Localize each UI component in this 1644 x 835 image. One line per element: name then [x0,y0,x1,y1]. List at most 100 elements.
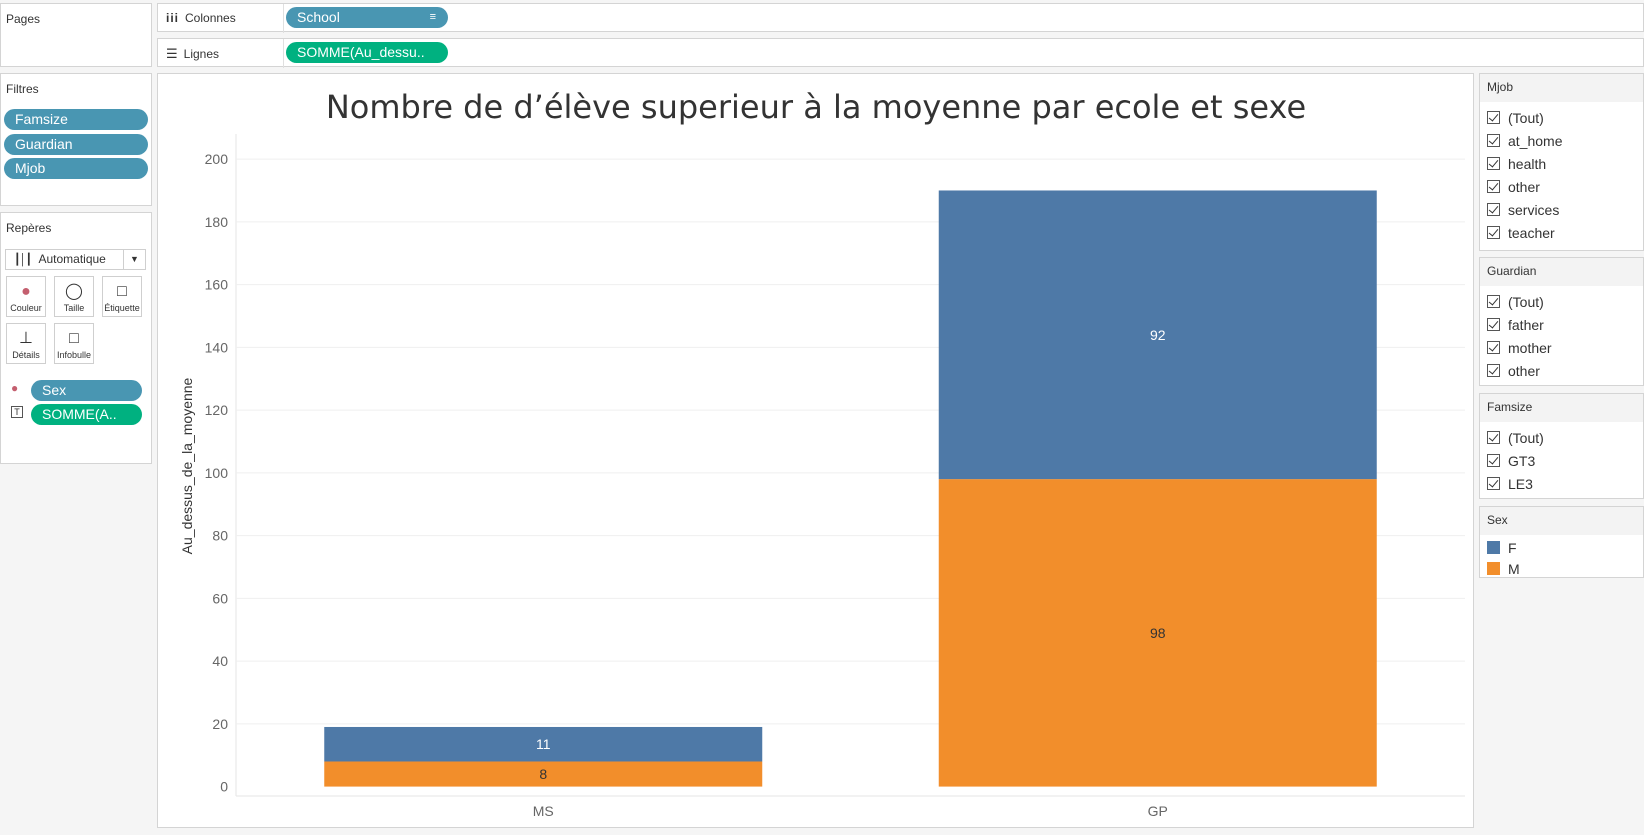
famsize-option-0[interactable]: (Tout) [1480,426,1643,449]
filters-panel[interactable]: Filtres Famsize Guardian Mjob [0,73,152,206]
guardian-option-0[interactable]: (Tout) [1480,290,1643,313]
detail-tree-icon: ⊥ [19,330,33,347]
y-tick-label: 80 [212,528,228,544]
data-label: 11 [536,736,551,752]
mjob-option-label: (Tout) [1508,109,1544,126]
mjob-option-label: services [1508,201,1560,218]
famsize-option-2[interactable]: LE3 [1480,472,1643,495]
mjob-option-label: health [1508,155,1547,172]
filters-title: Filtres [6,82,39,96]
legend-label: M [1508,560,1520,577]
color-dots-icon: ●︎ [21,283,31,300]
mjob-option-2[interactable]: health [1480,152,1643,175]
data-label: 92 [1150,327,1166,343]
label-button[interactable]: □ Étiquette [102,276,142,317]
mjob-option-label: teacher [1508,224,1555,241]
filter-pill-mjob[interactable]: Mjob [4,158,148,179]
mjob-option-4[interactable]: services [1480,198,1643,221]
tooltip-button-label: Infobulle [56,350,92,360]
chevron-down-icon: ▼ [123,250,145,269]
checkbox-checked-icon[interactable] [1487,157,1500,170]
legend-item-m[interactable]: M [1480,558,1643,579]
measure-row-pill[interactable]: SOMME(Au_dessu.. [286,42,448,63]
mjob-filter-card[interactable]: Mjob (Tout) at_home health other services tea… [1479,73,1644,251]
famsize-option-1[interactable]: GT3 [1480,449,1643,472]
chart-title: Nombre de d’élève superieur à la moyenne… [326,88,1306,126]
guardian-option-2[interactable]: mother [1480,336,1643,359]
mark-type-dropdown[interactable]: ┃│┃ Automatique ▼ [5,249,146,270]
y-axis-label: Au_dessus_de_la_moyenne [179,377,195,554]
y-tick-label: 160 [205,277,229,293]
checkbox-checked-icon[interactable] [1487,111,1500,124]
famsize-filter-card[interactable]: Famsize (Tout) GT3 LE3 [1479,393,1644,499]
measure-label-pill[interactable]: SOMME(A.. [31,404,142,425]
mjob-option-5[interactable]: teacher [1480,221,1643,244]
checkbox-checked-icon[interactable] [1487,134,1500,147]
tooltip-button[interactable]: □ Infobulle [54,323,94,364]
data-label: 98 [1150,625,1166,641]
school-pill-label: School [297,9,340,25]
stacked-bar-chart: Nombre de d’élève superieur à la moyenne… [179,88,1465,819]
color-button[interactable]: ●︎ Couleur [6,276,46,317]
guardian-option-label: father [1508,316,1544,333]
size-button-label: Taille [63,303,85,313]
bar-ms-m[interactable] [324,761,763,787]
columns-shelf[interactable]: iii Colonnes School ≡ [157,3,1644,33]
famsize-option-label: GT3 [1508,452,1536,469]
mjob-option-0[interactable]: (Tout) [1480,106,1643,129]
guardian-option-label: other [1508,362,1540,379]
color-button-label: Couleur [10,303,42,313]
checkbox-checked-icon[interactable] [1487,203,1500,216]
tooltip-bubble-icon: □ [69,330,79,347]
pages-shelf[interactable]: Pages [0,3,152,67]
bar-gp-m[interactable] [938,479,1377,787]
checkbox-checked-icon[interactable] [1487,341,1500,354]
sex-color-pill[interactable]: Sex [31,380,142,401]
checkbox-checked-icon[interactable] [1487,318,1500,331]
checkbox-checked-icon[interactable] [1487,364,1500,377]
bar-gp-f[interactable] [938,190,1377,480]
checkbox-checked-icon[interactable] [1487,180,1500,193]
bar-ms-f[interactable] [324,726,763,762]
mjob-option-1[interactable]: at_home [1480,129,1643,152]
detail-button[interactable]: ⊥ Détails [6,323,46,364]
y-tick-label: 60 [212,590,228,606]
checkbox-checked-icon[interactable] [1487,295,1500,308]
text-field-icon: T [11,406,23,418]
marks-panel[interactable]: Repères ┃│┃ Automatique ▼ ●︎ Couleur ◯ T… [0,212,152,464]
y-tick-label: 20 [212,716,228,732]
y-tick-label: 180 [205,214,229,230]
guardian-option-3[interactable]: other [1480,359,1643,382]
mjob-option-label: other [1508,178,1540,195]
legend-item-f[interactable]: F [1480,537,1643,558]
rows-icon: ☰ [166,46,178,61]
marks-title: Repères [6,221,52,235]
size-button[interactable]: ◯ Taille [54,276,94,317]
label-button-label: Étiquette [104,303,140,313]
checkbox-checked-icon[interactable] [1487,477,1500,490]
legend-swatch [1487,562,1500,575]
checkbox-checked-icon[interactable] [1487,226,1500,239]
columns-icon: iii [166,11,180,25]
guardian-option-1[interactable]: father [1480,313,1643,336]
checkbox-checked-icon[interactable] [1487,454,1500,467]
guardian-filter-card[interactable]: Guardian (Tout) father mother other [1479,257,1644,386]
y-tick-label: 140 [205,339,229,355]
rows-shelf[interactable]: ☰ Lignes SOMME(Au_dessu.. [157,38,1644,68]
famsize-option-label: LE3 [1508,475,1533,492]
guardian-option-label: (Tout) [1508,293,1544,310]
sex-legend-title: Sex [1480,507,1643,535]
measure-pill-label: SOMME(Au_dessu.. [297,44,425,60]
text-label-icon: □ [117,283,127,300]
filter-pill-guardian[interactable]: Guardian [4,134,148,155]
mjob-option-label: at_home [1508,132,1563,149]
filter-pill-famsize[interactable]: Famsize [4,109,148,130]
school-column-pill[interactable]: School ≡ [286,7,448,28]
mjob-option-3[interactable]: other [1480,175,1643,198]
checkbox-checked-icon[interactable] [1487,431,1500,444]
chart-panel: Nombre de d’élève superieur à la moyenne… [157,73,1474,828]
y-tick-label: 200 [205,151,229,167]
rows-label: Lignes [183,47,220,61]
famsize-option-label: (Tout) [1508,429,1544,446]
